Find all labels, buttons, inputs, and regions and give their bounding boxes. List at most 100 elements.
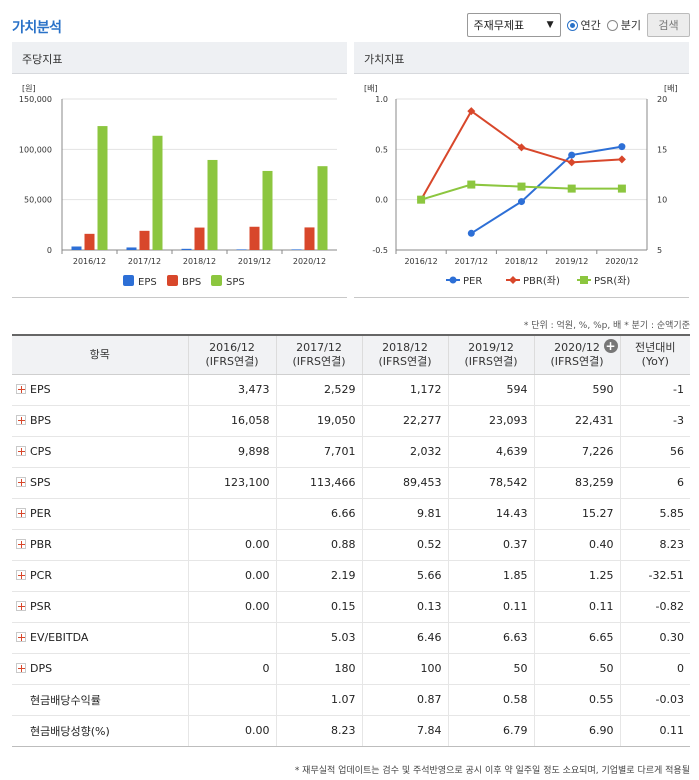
table-cell: 0.00 [187, 529, 276, 561]
table-cell: 0.00 [187, 560, 276, 592]
valuation-table: 항목 2016/12 (IFRS연결) 2017/12 (IFRS연결) 2018/… [12, 334, 690, 747]
column-header: 2018/12 (IFRS연결) [361, 335, 448, 375]
table-header-row: 항목 2016/12 (IFRS연결) 2017/12 (IFRS연결) 2018/… [12, 335, 690, 375]
row-label[interactable]: DPS [12, 653, 188, 685]
yoy-cell: 0.11 [619, 715, 690, 747]
eps-bar [291, 249, 302, 250]
bps-bar [194, 227, 205, 250]
row-label[interactable]: PER [12, 498, 188, 530]
expand-plus-icon[interactable] [16, 570, 26, 580]
psr-point [567, 184, 576, 193]
add-column-icon[interactable]: + [603, 339, 618, 353]
row-label: 현금배당수익률 [12, 684, 188, 716]
radio-unchecked-icon[interactable] [606, 19, 618, 31]
per-point [568, 151, 576, 159]
expand-plus-icon[interactable] [16, 663, 26, 673]
row-label: 현금배당성향(%) [12, 715, 188, 747]
sps-bar [207, 159, 218, 250]
table-row: BPS 16,058 19,050 22,277 23,093 22,431 -3 [12, 405, 690, 437]
y-tick-label-right: 10 [657, 196, 667, 205]
y-tick-label-left: 1.0 [375, 95, 388, 104]
y-tick-label-left: -0.5 [372, 246, 388, 255]
yoy-cell: 0.30 [619, 622, 690, 654]
table-cell: 50 [533, 653, 620, 685]
table-cell: 0.40 [533, 529, 620, 561]
yoy-cell: -3 [619, 405, 690, 437]
table-row: PER 6.66 9.81 14.43 15.27 5.85 [12, 498, 690, 530]
y-axis-unit-right: [배] [664, 84, 678, 93]
table-cell: 0.11 [447, 591, 534, 623]
column-header: 2017/12 (IFRS연결) [275, 335, 362, 375]
table-cell: 16,058 [187, 405, 276, 437]
row-label[interactable]: BPS [12, 405, 188, 437]
table-cell: 0.58 [447, 684, 534, 716]
y-axis-unit: [원] [22, 84, 36, 93]
y-tick-label: 50,000 [24, 196, 52, 205]
expand-plus-icon[interactable] [16, 415, 26, 425]
table-row: 현금배당수익률 1.07 0.87 0.58 0.55 -0.03 [12, 684, 690, 716]
table-cell: 0.13 [361, 591, 448, 623]
pbr-point [617, 155, 626, 164]
eps-bar [71, 246, 82, 250]
header: 가치분석 주재무제표 ▼ 연간 분기 검색 [12, 12, 690, 38]
search-button[interactable]: 검색 [647, 13, 690, 37]
radio-checked-icon[interactable] [566, 19, 578, 31]
row-label[interactable]: PCR [12, 560, 188, 592]
expand-plus-icon[interactable] [16, 508, 26, 518]
y-tick-label-right: 5 [657, 246, 662, 255]
pbr-point [567, 158, 576, 167]
pbr-point [517, 143, 526, 152]
row-label[interactable]: EV/EBITDA [12, 622, 188, 654]
psr-point [517, 182, 526, 191]
radio-annual[interactable]: 연간 [566, 17, 601, 33]
expand-plus-icon[interactable] [16, 632, 26, 642]
statement-type-select[interactable]: 주재무제표 ▼ [466, 13, 561, 37]
eps-bar [126, 247, 137, 250]
eps-bar [236, 249, 247, 250]
table-cell: 4,639 [447, 436, 534, 468]
table-cell: 113,466 [275, 467, 362, 499]
table-cell: 14.43 [447, 498, 534, 530]
x-tick-label: 2017/12 [128, 257, 161, 266]
column-header: 2019/12 (IFRS연결) [447, 335, 534, 375]
y-tick-label: 150,000 [19, 95, 52, 104]
column-header: 2016/12 (IFRS연결) [187, 335, 276, 375]
expand-plus-icon[interactable] [16, 539, 26, 549]
row-label[interactable]: SPS [12, 467, 188, 499]
table-cell: 0.88 [275, 529, 362, 561]
expand-plus-icon[interactable] [16, 446, 26, 456]
table-cell: 9,898 [187, 436, 276, 468]
table-cell: 2,529 [275, 374, 362, 406]
per-share-bar-chart: [원] 0 50,000 100,000 150,000 2016/12 2017/12 20… [19, 84, 337, 288]
legend-label: PSR(좌) [594, 275, 630, 287]
sps-bar [152, 135, 163, 250]
table-cell [187, 684, 276, 716]
table-row: CPS 9,898 7,701 2,032 4,639 7,226 56 [12, 436, 690, 468]
sps-bar [97, 126, 108, 250]
x-tick-label: 2018/12 [183, 257, 216, 266]
table-cell: 8.23 [275, 715, 362, 747]
table-row: 현금배당성향(%) 0.00 8.23 7.84 6.79 6.90 0.11 [12, 715, 690, 747]
table-cell: 0.37 [447, 529, 534, 561]
yoy-cell: 56 [619, 436, 690, 468]
expand-plus-icon[interactable] [16, 384, 26, 394]
table-cell: 19,050 [275, 405, 362, 437]
valuation-chart-panel: 가치지표 [배] [배] -0.5 0.0 0.5 1.0 5 10 15 20 2016/12 20… [354, 42, 689, 298]
x-tick-label: 2017/12 [455, 257, 488, 266]
table-cell: 0 [187, 653, 276, 685]
row-label[interactable]: PSR [12, 591, 188, 623]
row-label[interactable]: CPS [12, 436, 188, 468]
row-label[interactable]: PBR [12, 529, 188, 561]
y-tick-label-left: 0.5 [375, 145, 388, 154]
table-cell: 6.46 [361, 622, 448, 654]
table-row: EV/EBITDA 5.03 6.46 6.63 6.65 0.30 [12, 622, 690, 654]
table-cell: 7.84 [361, 715, 448, 747]
table-cell: 6.63 [447, 622, 534, 654]
expand-plus-icon[interactable] [16, 601, 26, 611]
table-cell: 1.25 [533, 560, 620, 592]
radio-quarter[interactable]: 분기 [606, 17, 641, 33]
row-label[interactable]: EPS [12, 374, 188, 406]
expand-plus-icon[interactable] [16, 477, 26, 487]
legend-marker [580, 276, 588, 284]
table-cell: 0.87 [361, 684, 448, 716]
